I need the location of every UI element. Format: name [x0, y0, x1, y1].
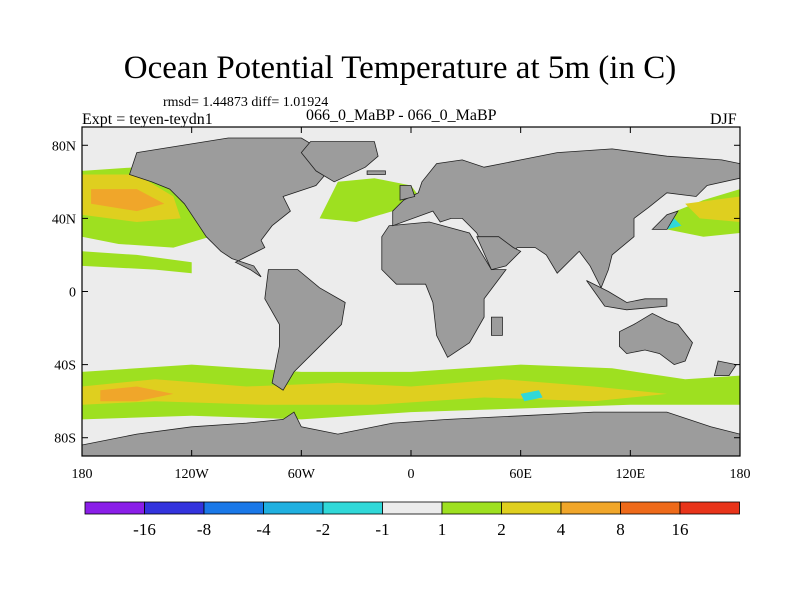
x-tick-label: 180	[72, 467, 93, 482]
anomaly-southern-ocean-hot	[100, 386, 174, 402]
legend-label: -2	[316, 520, 330, 539]
land-australia	[619, 312, 693, 366]
legend-label: -8	[197, 520, 211, 539]
legend-swatch	[263, 501, 324, 515]
legend-swatch	[84, 501, 145, 515]
y-tick-label: 80S	[54, 432, 76, 447]
land-south-america	[264, 269, 346, 391]
land-layer	[82, 137, 740, 456]
land-uk	[399, 185, 416, 201]
x-tick-label: 60W	[288, 467, 316, 482]
y-tick-label: 80N	[52, 139, 76, 154]
legend-swatch	[441, 501, 502, 515]
anomaly-cold-patch-south-indian	[520, 390, 543, 402]
land-greenland	[300, 141, 379, 183]
x-axis: 180 120W 60W 0 60E 120E 180	[72, 127, 751, 482]
land-japan	[651, 210, 679, 230]
legend-swatch	[501, 501, 562, 515]
legend-swatch	[144, 501, 205, 515]
land-madagascar	[490, 316, 503, 336]
x-tick-label: 120W	[175, 467, 210, 482]
legend-label: -16	[133, 520, 156, 539]
anomaly-west-pacific-core	[685, 196, 740, 222]
y-axis: 80N 40N 0 40S 80S	[52, 139, 740, 447]
legend-label: -1	[375, 520, 389, 539]
legend-label: 1	[438, 520, 447, 539]
legend-swatch	[382, 501, 443, 515]
x-tick-label: 180	[730, 467, 751, 482]
y-tick-label: 40N	[52, 212, 76, 227]
chart-title: Ocean Potential Temperature at 5m (in C)	[123, 50, 677, 86]
x-tick-label: 60E	[509, 467, 532, 482]
legend-swatch	[620, 501, 681, 515]
x-tick-label: 0	[408, 467, 415, 482]
experiment-label: Expt = teyen-teydn1	[82, 111, 213, 128]
land-antarctica	[82, 411, 740, 456]
x-tick-label: 120E	[616, 467, 646, 482]
land-new-zealand	[713, 360, 737, 377]
anomaly-southern-ocean-core	[82, 379, 667, 405]
land-north-america	[128, 137, 339, 278]
legend-swatch	[322, 501, 383, 515]
land-indonesia	[586, 280, 668, 311]
legend-label: 8	[616, 520, 625, 539]
anomaly-north-pacific-hot	[91, 189, 165, 212]
subtitle-label: 066_0_MaBP - 066_0_MaBP	[306, 107, 497, 124]
season-label: DJF	[710, 111, 737, 128]
land-arabia	[476, 236, 522, 271]
legend-swatch	[203, 501, 264, 515]
legend-label: 16	[672, 520, 689, 539]
y-tick-label: 0	[69, 286, 76, 301]
stats-label: rmsd= 1.44873 diff= 1.01924	[163, 95, 329, 110]
anomaly-tropical-pacific-band	[82, 251, 192, 274]
legend-label: 4	[557, 520, 566, 539]
legend-label: 2	[497, 520, 506, 539]
land-iceland	[366, 170, 386, 175]
anomaly-layer	[82, 167, 740, 420]
legend-label: -4	[256, 520, 271, 539]
land-africa	[381, 221, 507, 358]
anomaly-northeast-atlantic-warm	[319, 178, 422, 222]
y-tick-label: 40S	[54, 359, 76, 374]
legend-swatch	[679, 501, 740, 515]
legend-swatch	[560, 501, 621, 515]
color-legend: -16 -8 -4 -2 -1 1 2 4 8 16	[84, 501, 740, 539]
